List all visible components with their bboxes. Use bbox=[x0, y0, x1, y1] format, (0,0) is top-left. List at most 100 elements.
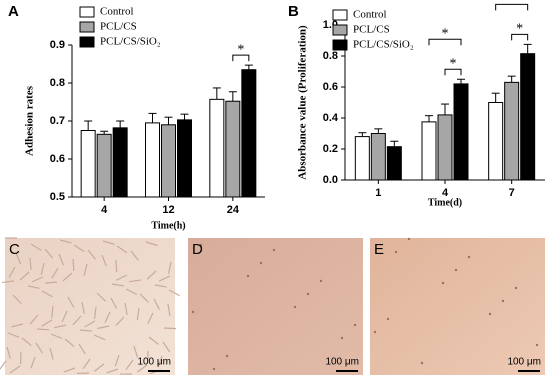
x-tick-label: 1 bbox=[375, 187, 381, 199]
error-bar bbox=[149, 113, 157, 123]
error-bar bbox=[245, 65, 253, 70]
error-bar bbox=[358, 133, 366, 137]
speck bbox=[247, 275, 249, 277]
cell bbox=[73, 259, 74, 271]
bar bbox=[113, 128, 127, 197]
bar bbox=[146, 123, 160, 197]
error-bar bbox=[374, 129, 382, 134]
speck bbox=[320, 280, 322, 282]
micrograph bbox=[370, 238, 545, 375]
speck bbox=[374, 331, 376, 333]
bar bbox=[371, 134, 385, 181]
legend-swatch bbox=[80, 22, 94, 32]
cell bbox=[164, 328, 176, 329]
error-bar bbox=[213, 88, 221, 99]
legend-swatch bbox=[80, 7, 94, 17]
y-tick-label: 0.6 bbox=[50, 153, 65, 165]
y-tick-label: 0.2 bbox=[323, 143, 338, 155]
scale-label: 100 μm bbox=[507, 357, 541, 368]
speck bbox=[408, 238, 410, 240]
y-tick-label: 0.5 bbox=[50, 191, 65, 203]
error-bar bbox=[492, 93, 500, 102]
bar bbox=[505, 82, 519, 180]
speck bbox=[515, 287, 517, 289]
bar bbox=[422, 122, 436, 180]
significance-label: * bbox=[450, 56, 457, 71]
y-tick-label: 0.0 bbox=[323, 174, 338, 186]
y-axis-label: Adhesion rates bbox=[24, 85, 36, 156]
panel-label: E bbox=[374, 241, 384, 258]
panel-label: B bbox=[288, 3, 299, 20]
x-tick-label: 4 bbox=[101, 204, 108, 216]
scale-label: 100 μm bbox=[325, 357, 359, 368]
speck bbox=[395, 251, 397, 253]
panel-label: C bbox=[9, 241, 20, 258]
cell bbox=[37, 329, 49, 330]
error-bar bbox=[229, 92, 237, 102]
error-bar bbox=[165, 117, 173, 125]
speck bbox=[455, 269, 457, 271]
bar bbox=[454, 84, 468, 180]
y-tick-label: 0.4 bbox=[323, 112, 339, 124]
bar bbox=[521, 54, 535, 180]
bar bbox=[387, 147, 401, 180]
significance-label: * bbox=[442, 26, 449, 41]
y-tick-label: 0.9 bbox=[50, 39, 65, 51]
legend-label: PCL/CS/SiO₂ bbox=[100, 36, 161, 48]
significance-label: * bbox=[508, 0, 515, 7]
speck bbox=[421, 362, 423, 364]
y-tick-label: 0.8 bbox=[323, 50, 338, 62]
legend-label: Control bbox=[100, 6, 134, 18]
speck bbox=[273, 249, 275, 251]
legend-label: PCL/CS/SiO₂ bbox=[353, 39, 414, 51]
y-tick-label: 0.8 bbox=[50, 77, 65, 89]
legend-label: PCL/CS bbox=[353, 24, 390, 36]
speck bbox=[489, 313, 491, 315]
error-bar bbox=[181, 114, 189, 120]
error-bar bbox=[84, 121, 92, 131]
legend-label: Control bbox=[353, 9, 387, 21]
legend-swatch bbox=[333, 40, 347, 50]
y-tick-label: 0.6 bbox=[323, 81, 338, 93]
panel-label: D bbox=[192, 241, 203, 258]
y-tick-label: 0.7 bbox=[50, 115, 65, 127]
error-bar bbox=[390, 141, 398, 146]
y-axis-label: Absorbance value (Proliferation) bbox=[297, 25, 309, 180]
speck bbox=[536, 344, 538, 346]
speck bbox=[387, 318, 389, 320]
x-tick-label: 7 bbox=[509, 187, 515, 199]
speck bbox=[260, 262, 262, 264]
scale-label: 100 μm bbox=[137, 357, 171, 368]
x-axis-label: Time(h) bbox=[151, 220, 185, 231]
significance-label: * bbox=[237, 42, 244, 57]
x-tick-label: 24 bbox=[227, 204, 240, 216]
legend-swatch bbox=[80, 37, 94, 47]
speck bbox=[192, 311, 194, 313]
error-bar bbox=[116, 121, 124, 128]
error-bar bbox=[425, 116, 433, 122]
legend-label: PCL/CS bbox=[100, 21, 137, 33]
legend-swatch bbox=[333, 10, 347, 20]
speck bbox=[341, 337, 343, 339]
speck bbox=[226, 355, 228, 357]
error-bar bbox=[508, 76, 516, 82]
speck bbox=[213, 368, 215, 370]
speck bbox=[307, 293, 309, 295]
speck bbox=[468, 256, 470, 258]
bar bbox=[438, 115, 452, 180]
bar bbox=[226, 101, 240, 197]
bar bbox=[178, 120, 192, 197]
legend-swatch bbox=[333, 25, 347, 35]
bar bbox=[162, 125, 176, 197]
speck bbox=[442, 282, 444, 284]
error-bar bbox=[457, 79, 465, 84]
x-tick-label: 12 bbox=[162, 204, 174, 216]
speck bbox=[294, 306, 296, 308]
x-axis-label: Time(d) bbox=[428, 197, 462, 208]
x-tick-label: 4 bbox=[442, 187, 449, 199]
significance-label: * bbox=[516, 22, 523, 37]
bar bbox=[81, 131, 95, 198]
bar bbox=[210, 99, 224, 197]
